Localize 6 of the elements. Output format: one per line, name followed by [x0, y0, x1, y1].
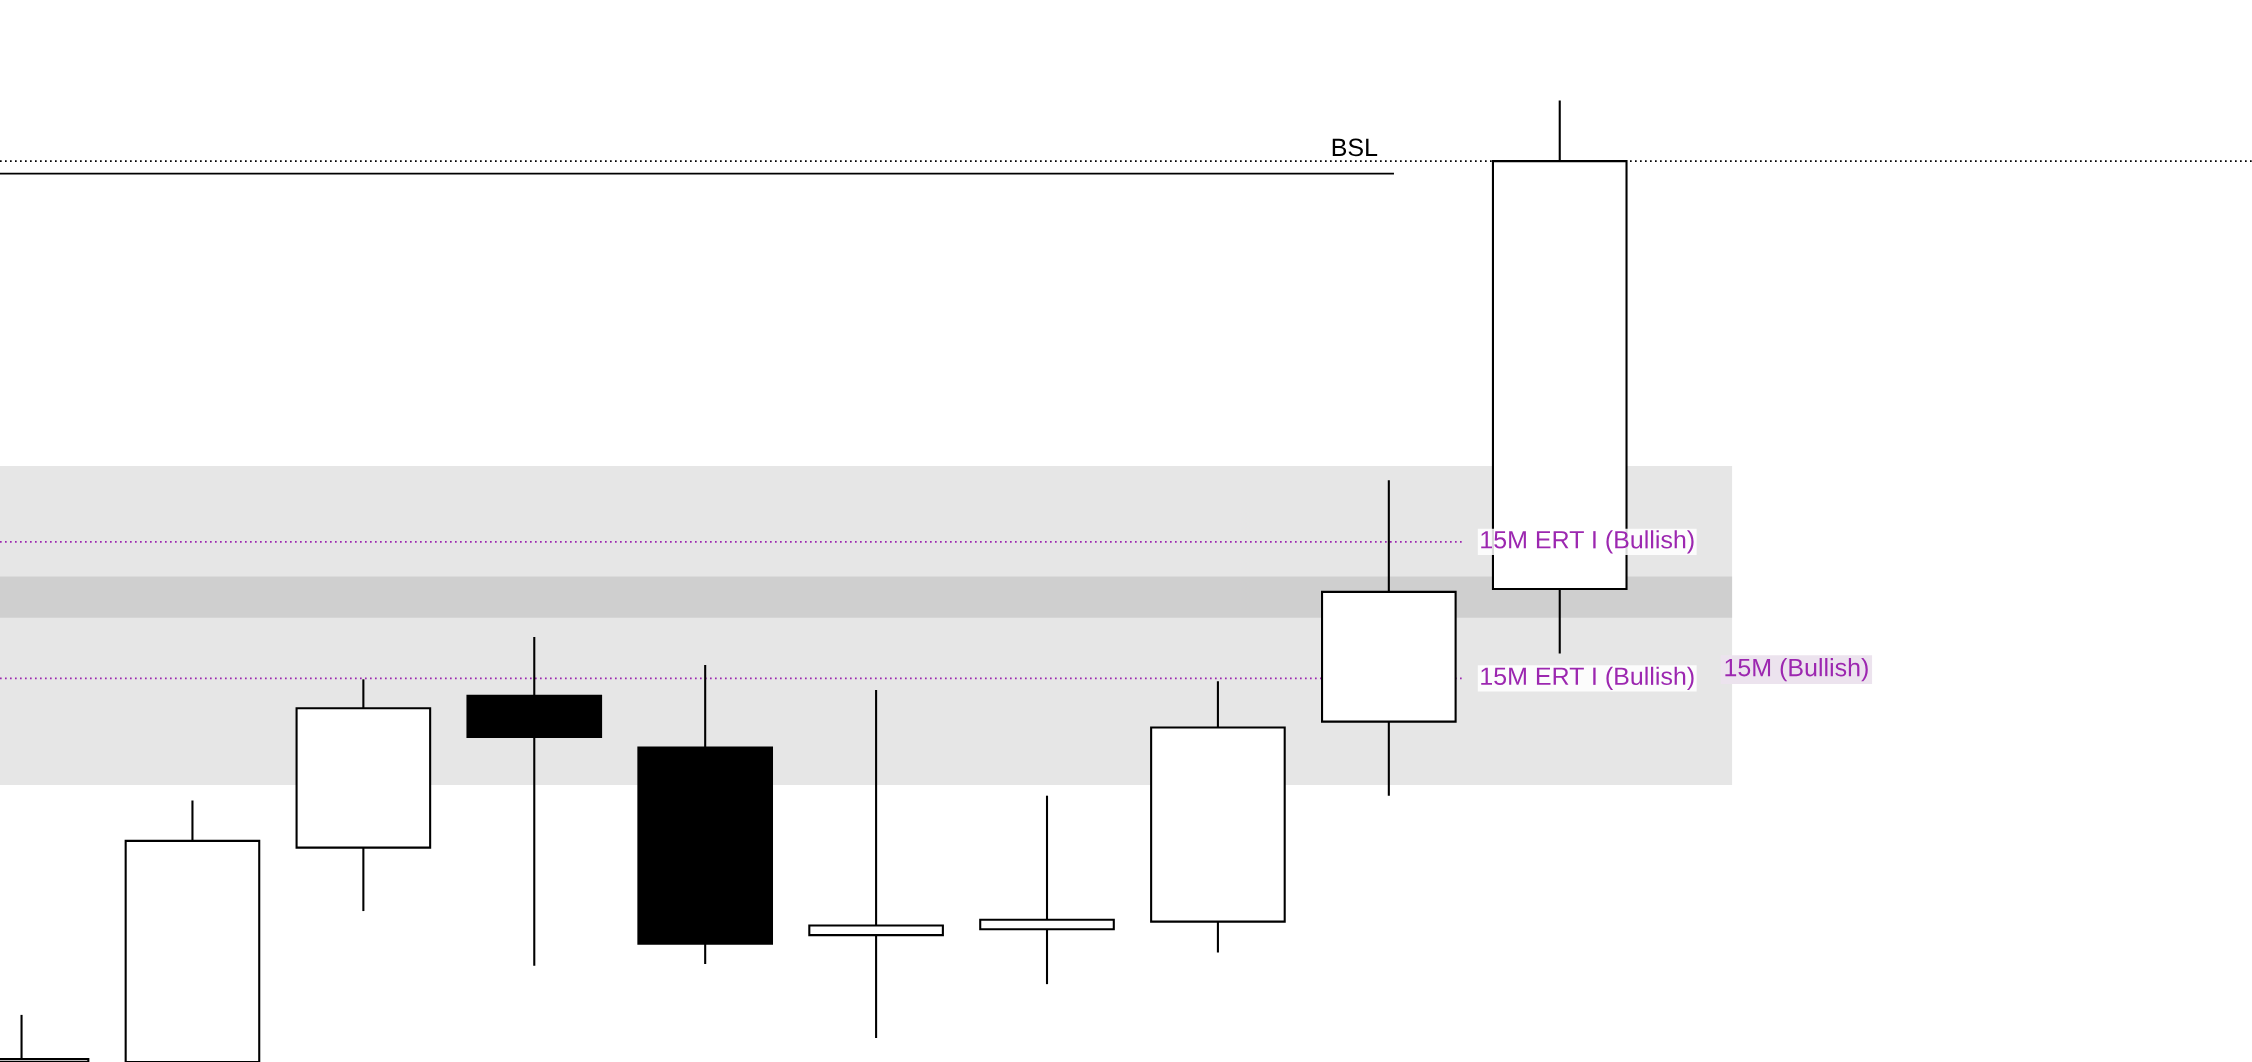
ref-line-label: 15M ERT I (Bullish): [1481, 530, 1694, 554]
ref-line-label: 15M ERT I (Bullish): [1481, 666, 1694, 691]
ref-line-label: BSL: [1332, 138, 1378, 157]
candlestick: [808, 688, 944, 1039]
annotation: 15M (Bullish): [1725, 658, 1868, 682]
candlestick: [979, 794, 1115, 986]
